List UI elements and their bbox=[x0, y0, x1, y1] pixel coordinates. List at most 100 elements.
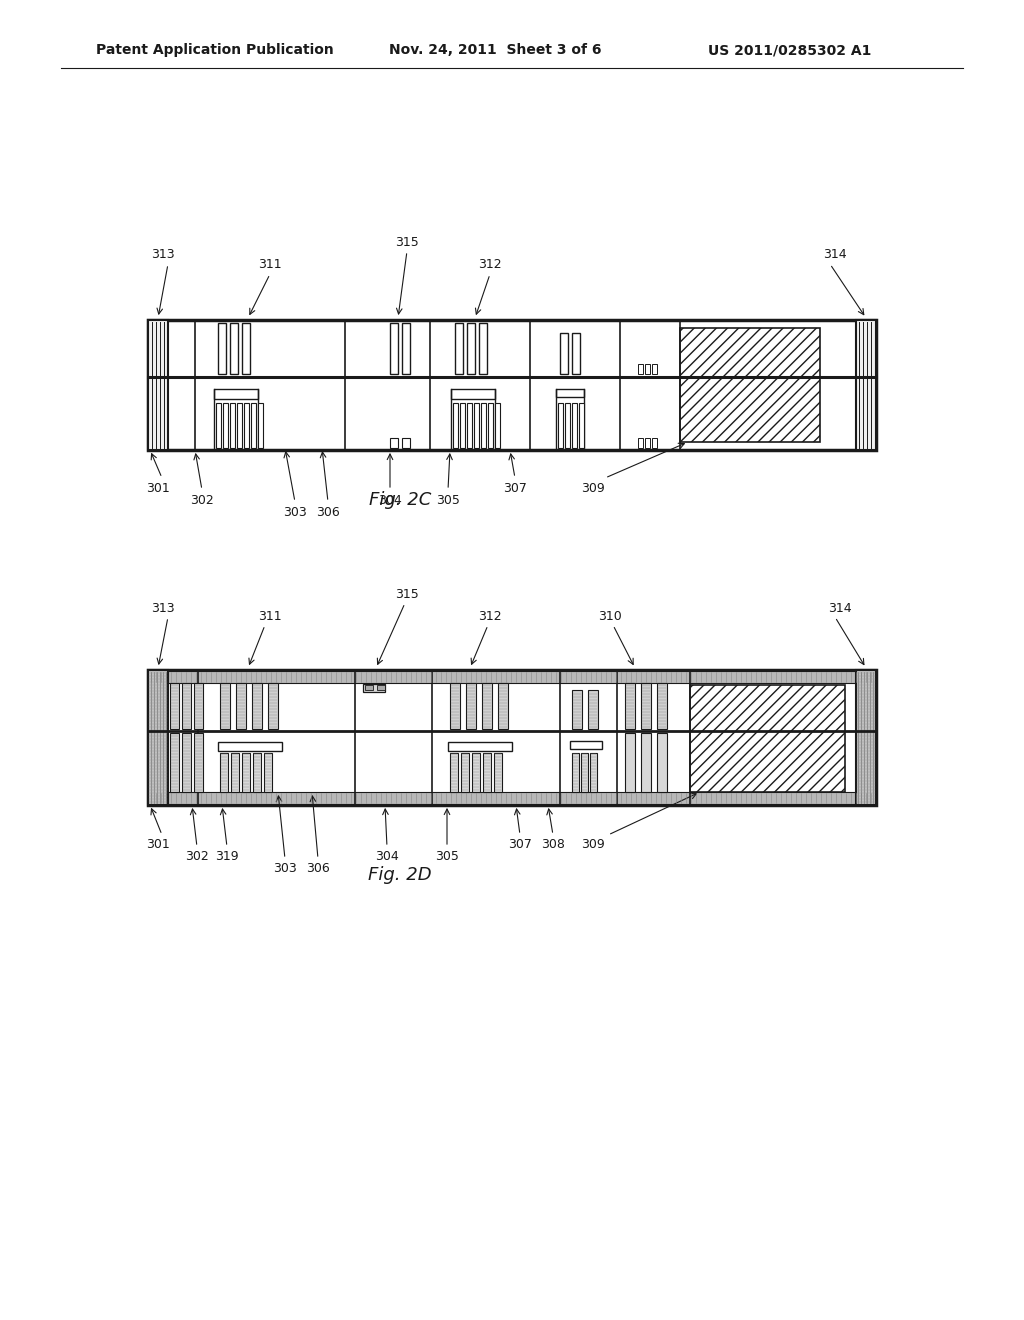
Bar bbox=[572, 333, 580, 374]
Text: 304: 304 bbox=[378, 494, 401, 507]
Bar bbox=[377, 685, 385, 690]
Bar bbox=[402, 323, 410, 374]
Bar bbox=[641, 682, 651, 729]
Bar bbox=[856, 671, 876, 805]
Bar bbox=[494, 752, 502, 792]
Bar bbox=[572, 403, 577, 447]
Text: 309: 309 bbox=[582, 482, 605, 495]
Bar bbox=[230, 403, 234, 447]
Bar bbox=[220, 682, 230, 729]
Text: 311: 311 bbox=[258, 610, 282, 623]
Bar bbox=[455, 323, 463, 374]
Bar bbox=[579, 403, 584, 447]
Bar bbox=[242, 323, 250, 374]
Bar bbox=[479, 323, 487, 374]
Text: Patent Application Publication: Patent Application Publication bbox=[96, 44, 334, 57]
Bar bbox=[570, 741, 602, 748]
Bar bbox=[690, 685, 845, 792]
Bar bbox=[495, 403, 500, 447]
Bar bbox=[148, 319, 168, 450]
Bar bbox=[482, 682, 492, 729]
Text: 301: 301 bbox=[146, 838, 170, 851]
Bar bbox=[402, 438, 410, 447]
Bar bbox=[231, 752, 239, 792]
Bar bbox=[638, 364, 643, 374]
Bar bbox=[182, 733, 191, 792]
Bar bbox=[657, 733, 667, 792]
Text: Nov. 24, 2011  Sheet 3 of 6: Nov. 24, 2011 Sheet 3 of 6 bbox=[389, 44, 601, 57]
Bar bbox=[560, 333, 568, 374]
Bar bbox=[466, 682, 476, 729]
Bar bbox=[237, 403, 242, 447]
Bar bbox=[472, 752, 480, 792]
Bar bbox=[449, 742, 512, 751]
Bar bbox=[220, 752, 228, 792]
Bar bbox=[230, 323, 238, 374]
Text: 309: 309 bbox=[582, 838, 605, 851]
Bar bbox=[390, 438, 398, 447]
Bar bbox=[194, 682, 203, 729]
Bar bbox=[268, 682, 278, 729]
Bar bbox=[148, 319, 876, 450]
Bar bbox=[556, 389, 584, 397]
Bar bbox=[645, 364, 650, 374]
Text: 307: 307 bbox=[503, 482, 527, 495]
Bar bbox=[150, 792, 874, 804]
Bar bbox=[182, 682, 191, 729]
Bar bbox=[362, 684, 385, 692]
Bar bbox=[194, 733, 203, 792]
Text: 301: 301 bbox=[146, 482, 170, 495]
Bar bbox=[244, 403, 249, 447]
Bar bbox=[223, 403, 228, 447]
Text: 302: 302 bbox=[190, 494, 214, 507]
Text: 305: 305 bbox=[436, 494, 460, 507]
Bar bbox=[450, 682, 460, 729]
Bar bbox=[856, 319, 876, 450]
Bar bbox=[258, 403, 263, 447]
Bar bbox=[625, 682, 635, 729]
Bar bbox=[588, 690, 598, 729]
Text: 315: 315 bbox=[395, 587, 419, 601]
Text: 306: 306 bbox=[316, 506, 340, 519]
Bar bbox=[474, 403, 479, 447]
Bar bbox=[170, 682, 179, 729]
Bar bbox=[565, 403, 570, 447]
Text: 308: 308 bbox=[541, 838, 565, 851]
Text: 319: 319 bbox=[215, 850, 239, 863]
Bar bbox=[467, 323, 475, 374]
Bar bbox=[467, 403, 472, 447]
Bar bbox=[218, 323, 226, 374]
Bar bbox=[625, 733, 635, 792]
Bar bbox=[498, 682, 508, 729]
Bar bbox=[252, 682, 262, 729]
Bar bbox=[453, 403, 458, 447]
Bar bbox=[450, 752, 458, 792]
Text: 302: 302 bbox=[185, 850, 209, 863]
Bar bbox=[150, 671, 874, 682]
Bar bbox=[481, 403, 486, 447]
Text: 303: 303 bbox=[283, 506, 307, 519]
Text: 307: 307 bbox=[508, 838, 531, 851]
Text: Fig. 2C: Fig. 2C bbox=[369, 491, 431, 510]
Text: 315: 315 bbox=[395, 235, 419, 248]
Text: 312: 312 bbox=[478, 259, 502, 272]
Bar bbox=[218, 742, 282, 751]
Bar bbox=[645, 438, 650, 447]
Bar bbox=[253, 752, 261, 792]
Text: 313: 313 bbox=[152, 248, 175, 261]
Bar bbox=[572, 752, 579, 792]
Text: 310: 310 bbox=[598, 610, 622, 623]
Bar bbox=[652, 438, 657, 447]
Bar bbox=[572, 690, 582, 729]
Bar bbox=[242, 752, 250, 792]
Bar bbox=[657, 682, 667, 729]
Bar bbox=[251, 403, 256, 447]
Bar bbox=[236, 682, 246, 729]
Text: 305: 305 bbox=[435, 850, 459, 863]
Text: 304: 304 bbox=[375, 850, 399, 863]
Text: 303: 303 bbox=[273, 862, 297, 875]
Bar bbox=[390, 323, 398, 374]
Text: 312: 312 bbox=[478, 610, 502, 623]
Text: 314: 314 bbox=[823, 248, 847, 261]
Bar bbox=[365, 685, 373, 690]
